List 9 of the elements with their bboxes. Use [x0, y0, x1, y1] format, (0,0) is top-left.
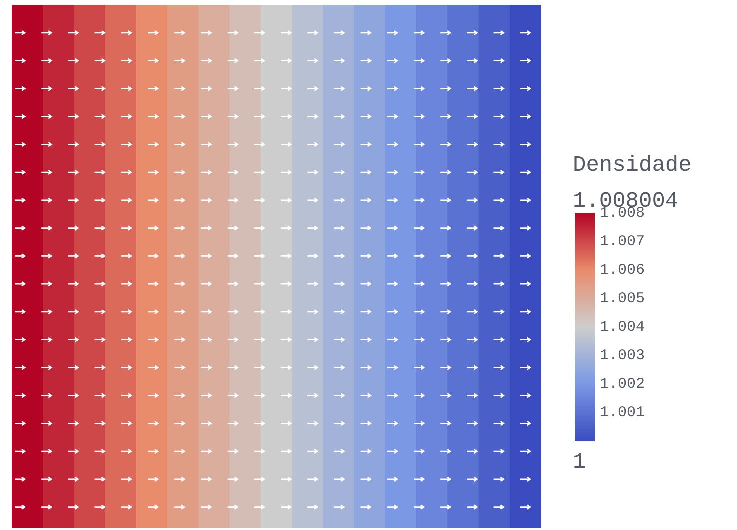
color-bar-label: 1.006 [600, 262, 646, 280]
color-bar-label: 1.003 [600, 348, 646, 365]
color-bar-label: 1.007 [600, 234, 646, 251]
color-bar-label: 1.005 [600, 290, 646, 308]
color-bar-label: 1.001 [600, 404, 646, 422]
color-bar-label: 1.002 [600, 376, 646, 393]
color-bar-title: Densidade [573, 152, 692, 178]
text: 1 [573, 450, 586, 475]
color-bar-label: 1.004 [600, 319, 646, 336]
